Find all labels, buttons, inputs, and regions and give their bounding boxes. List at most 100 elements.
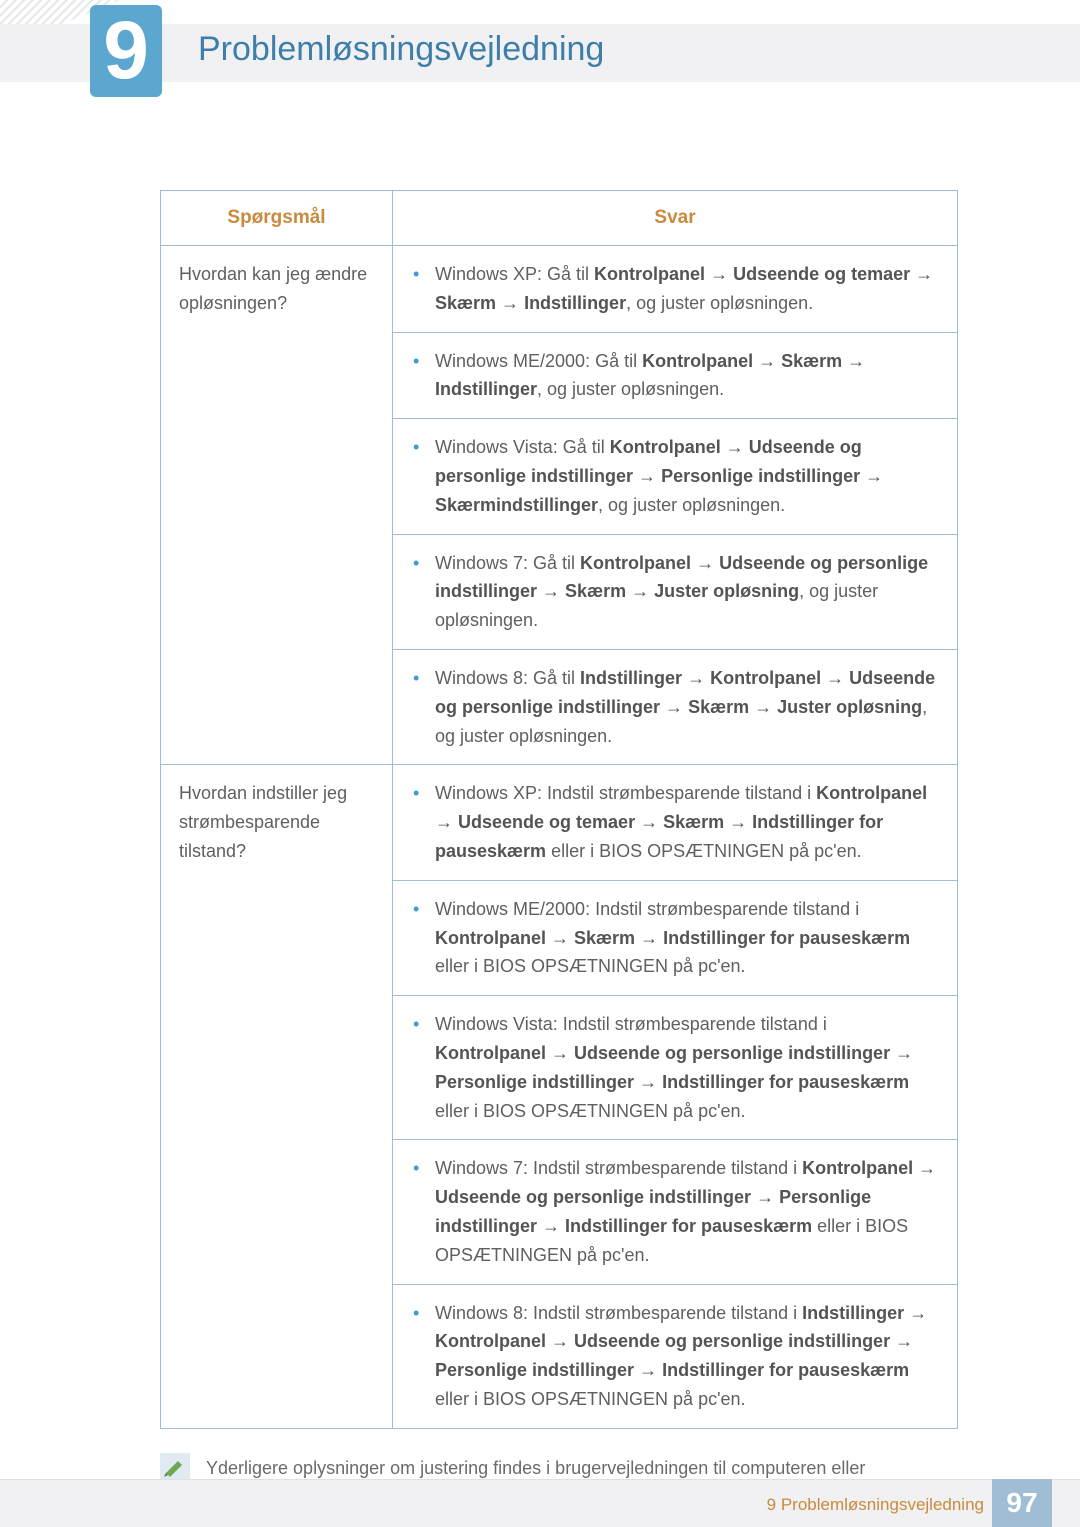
arrow-icon: → bbox=[895, 1043, 913, 1063]
content-area: Spørgsmål Svar Hvordan kan jeg ændre opl… bbox=[160, 190, 958, 1509]
text: Windows XP: Indstil strømbesparende tils… bbox=[435, 783, 816, 803]
arrow-icon: → bbox=[729, 812, 747, 832]
text: Windows Vista: Indstil strømbesparende t… bbox=[435, 1014, 827, 1034]
answer-item: Windows 7: Indstil strømbesparende tilst… bbox=[393, 1139, 957, 1283]
arrow-icon: → bbox=[754, 697, 772, 717]
answer-item: Windows ME/2000: Indstil strømbesparende… bbox=[393, 880, 957, 995]
answer-cell: Windows XP: Indstil strømbesparende tils… bbox=[393, 765, 958, 1428]
arrow-icon: → bbox=[710, 264, 728, 284]
bold-text: Udseende og temaer bbox=[458, 812, 635, 832]
text: eller i BIOS OPSÆTNINGEN på pc'en. bbox=[435, 1389, 746, 1409]
text: Windows 7: Gå til bbox=[435, 553, 580, 573]
arrow-icon: → bbox=[847, 351, 865, 371]
chapter-number-badge: 9 bbox=[90, 5, 162, 97]
arrow-icon: → bbox=[542, 581, 560, 601]
bold-text: Skærmindstillinger bbox=[435, 495, 598, 515]
bold-text: Indstillinger for pauseskærm bbox=[663, 928, 910, 948]
bold-text: Indstillinger bbox=[802, 1303, 904, 1323]
arrow-icon: → bbox=[640, 812, 658, 832]
arrow-icon: → bbox=[638, 466, 656, 486]
text: Windows ME/2000: Indstil strømbesparende… bbox=[435, 899, 859, 919]
arrow-icon: → bbox=[551, 1331, 569, 1351]
table-row: Hvordan indstiller jeg strømbesparende t… bbox=[161, 765, 958, 1428]
bold-text: Indstillinger for pauseskærm bbox=[662, 1072, 909, 1092]
footer-section-label: 9 Problemløsningsvejledning bbox=[767, 1495, 984, 1515]
arrow-icon: → bbox=[915, 264, 933, 284]
bold-text: Indstillinger bbox=[435, 379, 537, 399]
bold-text: Kontrolpanel bbox=[710, 668, 821, 688]
text: eller i BIOS OPSÆTNINGEN på pc'en. bbox=[435, 1101, 746, 1121]
chapter-title: Problemløsningsvejledning bbox=[198, 30, 604, 69]
note-icon bbox=[160, 1453, 190, 1479]
bold-text: Udseende og personlige indstillinger bbox=[574, 1043, 890, 1063]
answer-item: Windows 8: Gå til Indstillinger → Kontro… bbox=[393, 649, 957, 764]
arrow-icon: → bbox=[826, 668, 844, 688]
bold-text: Personlige indstillinger bbox=[435, 1072, 634, 1092]
text: , og juster opløsningen. bbox=[598, 495, 785, 515]
text: Windows XP: Gå til bbox=[435, 264, 594, 284]
answer-item: Windows 7: Gå til Kontrolpanel → Udseend… bbox=[393, 534, 957, 649]
th-question: Spørgsmål bbox=[161, 191, 393, 246]
arrow-icon: → bbox=[687, 668, 705, 688]
arrow-icon: → bbox=[551, 928, 569, 948]
answer-list: Windows XP: Indstil strømbesparende tils… bbox=[393, 765, 957, 1427]
bold-text: Personlige indstillinger bbox=[661, 466, 860, 486]
arrow-icon: → bbox=[758, 351, 776, 371]
question-cell: Hvordan indstiller jeg strømbesparende t… bbox=[161, 765, 393, 1428]
bold-text: Skærm bbox=[565, 581, 626, 601]
bold-text: Kontrolpanel bbox=[594, 264, 705, 284]
bold-text: Indstillinger for pauseskærm bbox=[662, 1360, 909, 1380]
text: Windows ME/2000: Gå til bbox=[435, 351, 642, 371]
bold-text: Kontrolpanel bbox=[435, 1331, 546, 1351]
arrow-icon: → bbox=[640, 928, 658, 948]
th-answer: Svar bbox=[393, 191, 958, 246]
bold-text: Indstillinger bbox=[580, 668, 682, 688]
answer-item: Windows ME/2000: Gå til Kontrolpanel → S… bbox=[393, 332, 957, 419]
answer-item: Windows XP: Gå til Kontrolpanel → Udseen… bbox=[393, 246, 957, 332]
text: eller i BIOS OPSÆTNINGEN på pc'en. bbox=[435, 956, 746, 976]
arrow-icon: → bbox=[639, 1360, 657, 1380]
table-row: Hvordan kan jeg ændre opløsningen?Window… bbox=[161, 246, 958, 765]
bold-text: Skærm bbox=[574, 928, 635, 948]
bold-text: Juster opløsning bbox=[777, 697, 922, 717]
arrow-icon: → bbox=[918, 1158, 936, 1178]
answer-item: Windows XP: Indstil strømbesparende tils… bbox=[393, 765, 957, 879]
bold-text: Indstillinger for pauseskærm bbox=[565, 1216, 812, 1236]
bold-text: Kontrolpanel bbox=[610, 437, 721, 457]
bold-text: Udseende og personlige indstillinger bbox=[435, 1187, 751, 1207]
answer-item: Windows Vista: Indstil strømbesparende t… bbox=[393, 995, 957, 1139]
bold-text: Personlige indstillinger bbox=[435, 1360, 634, 1380]
answer-item: Windows 8: Indstil strømbesparende tilst… bbox=[393, 1284, 957, 1428]
arrow-icon: → bbox=[542, 1216, 560, 1236]
bold-text: Kontrolpanel bbox=[802, 1158, 913, 1178]
bold-text: Kontrolpanel bbox=[435, 928, 546, 948]
bold-text: Juster opløsning bbox=[654, 581, 799, 601]
bold-text: Skærm bbox=[435, 293, 496, 313]
arrow-icon: → bbox=[895, 1331, 913, 1351]
qa-table: Spørgsmål Svar Hvordan kan jeg ændre opl… bbox=[160, 190, 958, 1429]
bold-text: Skærm bbox=[781, 351, 842, 371]
text: , og juster opløsningen. bbox=[537, 379, 724, 399]
answer-list: Windows XP: Gå til Kontrolpanel → Udseen… bbox=[393, 246, 957, 764]
arrow-icon: → bbox=[865, 466, 883, 486]
bold-text: Skærm bbox=[663, 812, 724, 832]
arrow-icon: → bbox=[639, 1072, 657, 1092]
bold-text: Indstillinger bbox=[524, 293, 626, 313]
arrow-icon: → bbox=[551, 1043, 569, 1063]
bold-text: Kontrolpanel bbox=[642, 351, 753, 371]
bold-text: Kontrolpanel bbox=[580, 553, 691, 573]
text: Windows 8: Indstil strømbesparende tilst… bbox=[435, 1303, 802, 1323]
arrow-icon: → bbox=[435, 812, 453, 832]
text: Windows Vista: Gå til bbox=[435, 437, 610, 457]
bold-text: Kontrolpanel bbox=[816, 783, 927, 803]
bold-text: Udseende og temaer bbox=[733, 264, 910, 284]
arrow-icon: → bbox=[909, 1303, 927, 1323]
arrow-icon: → bbox=[756, 1187, 774, 1207]
bold-text: Kontrolpanel bbox=[435, 1043, 546, 1063]
text: eller i BIOS OPSÆTNINGEN på pc'en. bbox=[546, 841, 862, 861]
answer-item: Windows Vista: Gå til Kontrolpanel → Uds… bbox=[393, 418, 957, 533]
bold-text: Udseende og personlige indstillinger bbox=[574, 1331, 890, 1351]
arrow-icon: → bbox=[631, 581, 649, 601]
page-number: 97 bbox=[992, 1479, 1052, 1527]
arrow-icon: → bbox=[696, 553, 714, 573]
